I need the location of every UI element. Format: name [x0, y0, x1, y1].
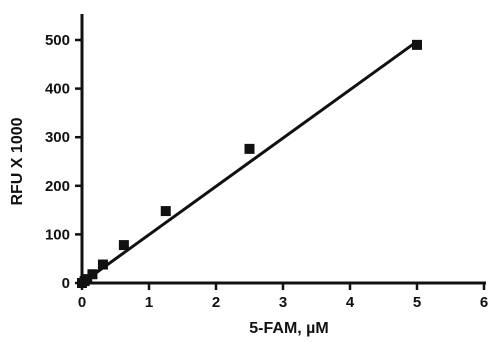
tick-marks — [75, 38, 486, 290]
data-point — [160, 206, 171, 217]
x-tick-label-3: 3 — [279, 294, 287, 311]
data-point — [244, 143, 255, 154]
x-tick-label-1: 1 — [145, 294, 153, 311]
y-tick-label-400: 400 — [45, 81, 70, 98]
y-tick-label-0: 0 — [62, 275, 70, 292]
data-point — [82, 274, 93, 285]
y-tick-label-100: 100 — [45, 226, 70, 243]
y-axis-title: RFU X 1000 — [9, 117, 26, 205]
x-tick-label-5: 5 — [413, 294, 421, 311]
y-tick-label-200: 200 — [45, 178, 70, 195]
x-tick-label-6: 6 — [480, 294, 488, 311]
axes — [80, 14, 486, 285]
fit-line — [81, 40, 418, 285]
x-tick-label-0: 0 — [78, 294, 86, 311]
y-tick-label-500: 500 — [45, 32, 70, 49]
fit-line-group — [81, 40, 418, 285]
tick-labels: 0 100 200 300 400 500 0 1 2 3 4 5 6 — [45, 32, 488, 311]
x-tick-label-4: 4 — [346, 294, 355, 311]
y-tick-label-300: 300 — [45, 129, 70, 146]
x-tick-label-2: 2 — [212, 294, 220, 311]
data-points — [77, 39, 422, 288]
data-point — [97, 259, 108, 270]
data-point — [87, 269, 98, 280]
x-axis-title: 5-FAM, µM — [249, 320, 328, 337]
data-point — [412, 39, 422, 50]
data-point — [118, 240, 129, 251]
